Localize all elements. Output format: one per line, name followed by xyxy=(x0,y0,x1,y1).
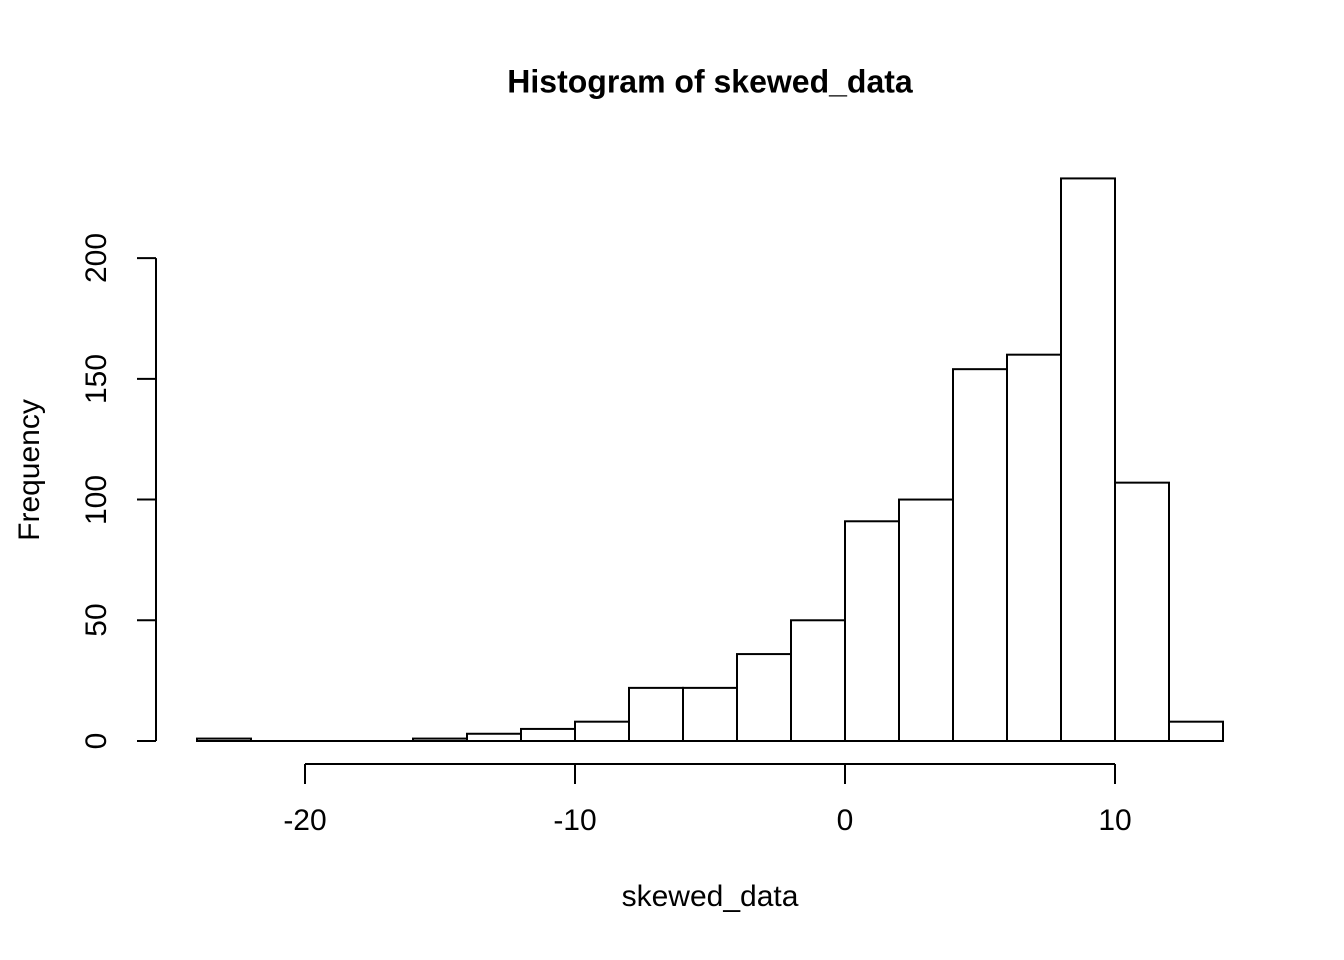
histogram-bar xyxy=(1006,353,1062,742)
histogram-bar xyxy=(196,737,252,743)
histogram-bar xyxy=(844,520,900,743)
histogram-bar xyxy=(898,498,954,742)
histogram-bar xyxy=(1114,481,1170,742)
x-tick-label: -20 xyxy=(283,804,327,837)
histogram-bar xyxy=(1168,720,1224,743)
histogram-bar xyxy=(736,653,792,742)
y-tick-label: 200 xyxy=(80,233,113,284)
histogram-bar xyxy=(790,619,846,743)
histogram-bar xyxy=(466,732,522,742)
histogram-bar xyxy=(520,727,576,742)
histogram-bar xyxy=(952,368,1008,742)
y-tick-label: 100 xyxy=(80,474,113,525)
histogram-bar xyxy=(574,720,630,743)
histogram-bar xyxy=(682,686,738,742)
histogram-bar xyxy=(412,737,468,743)
chart-title: Histogram of skewed_data xyxy=(507,63,913,100)
y-tick-label: 0 xyxy=(80,732,113,750)
histogram-bar xyxy=(628,686,684,742)
x-tick-label: 0 xyxy=(836,804,854,837)
y-tick-label: 150 xyxy=(80,353,113,404)
x-tick-label: 10 xyxy=(1098,804,1132,837)
y-tick-label: 50 xyxy=(80,603,113,637)
histogram-bar xyxy=(1060,177,1116,742)
x-tick-label: -10 xyxy=(553,804,597,837)
x-axis-title: skewed_data xyxy=(621,880,799,913)
